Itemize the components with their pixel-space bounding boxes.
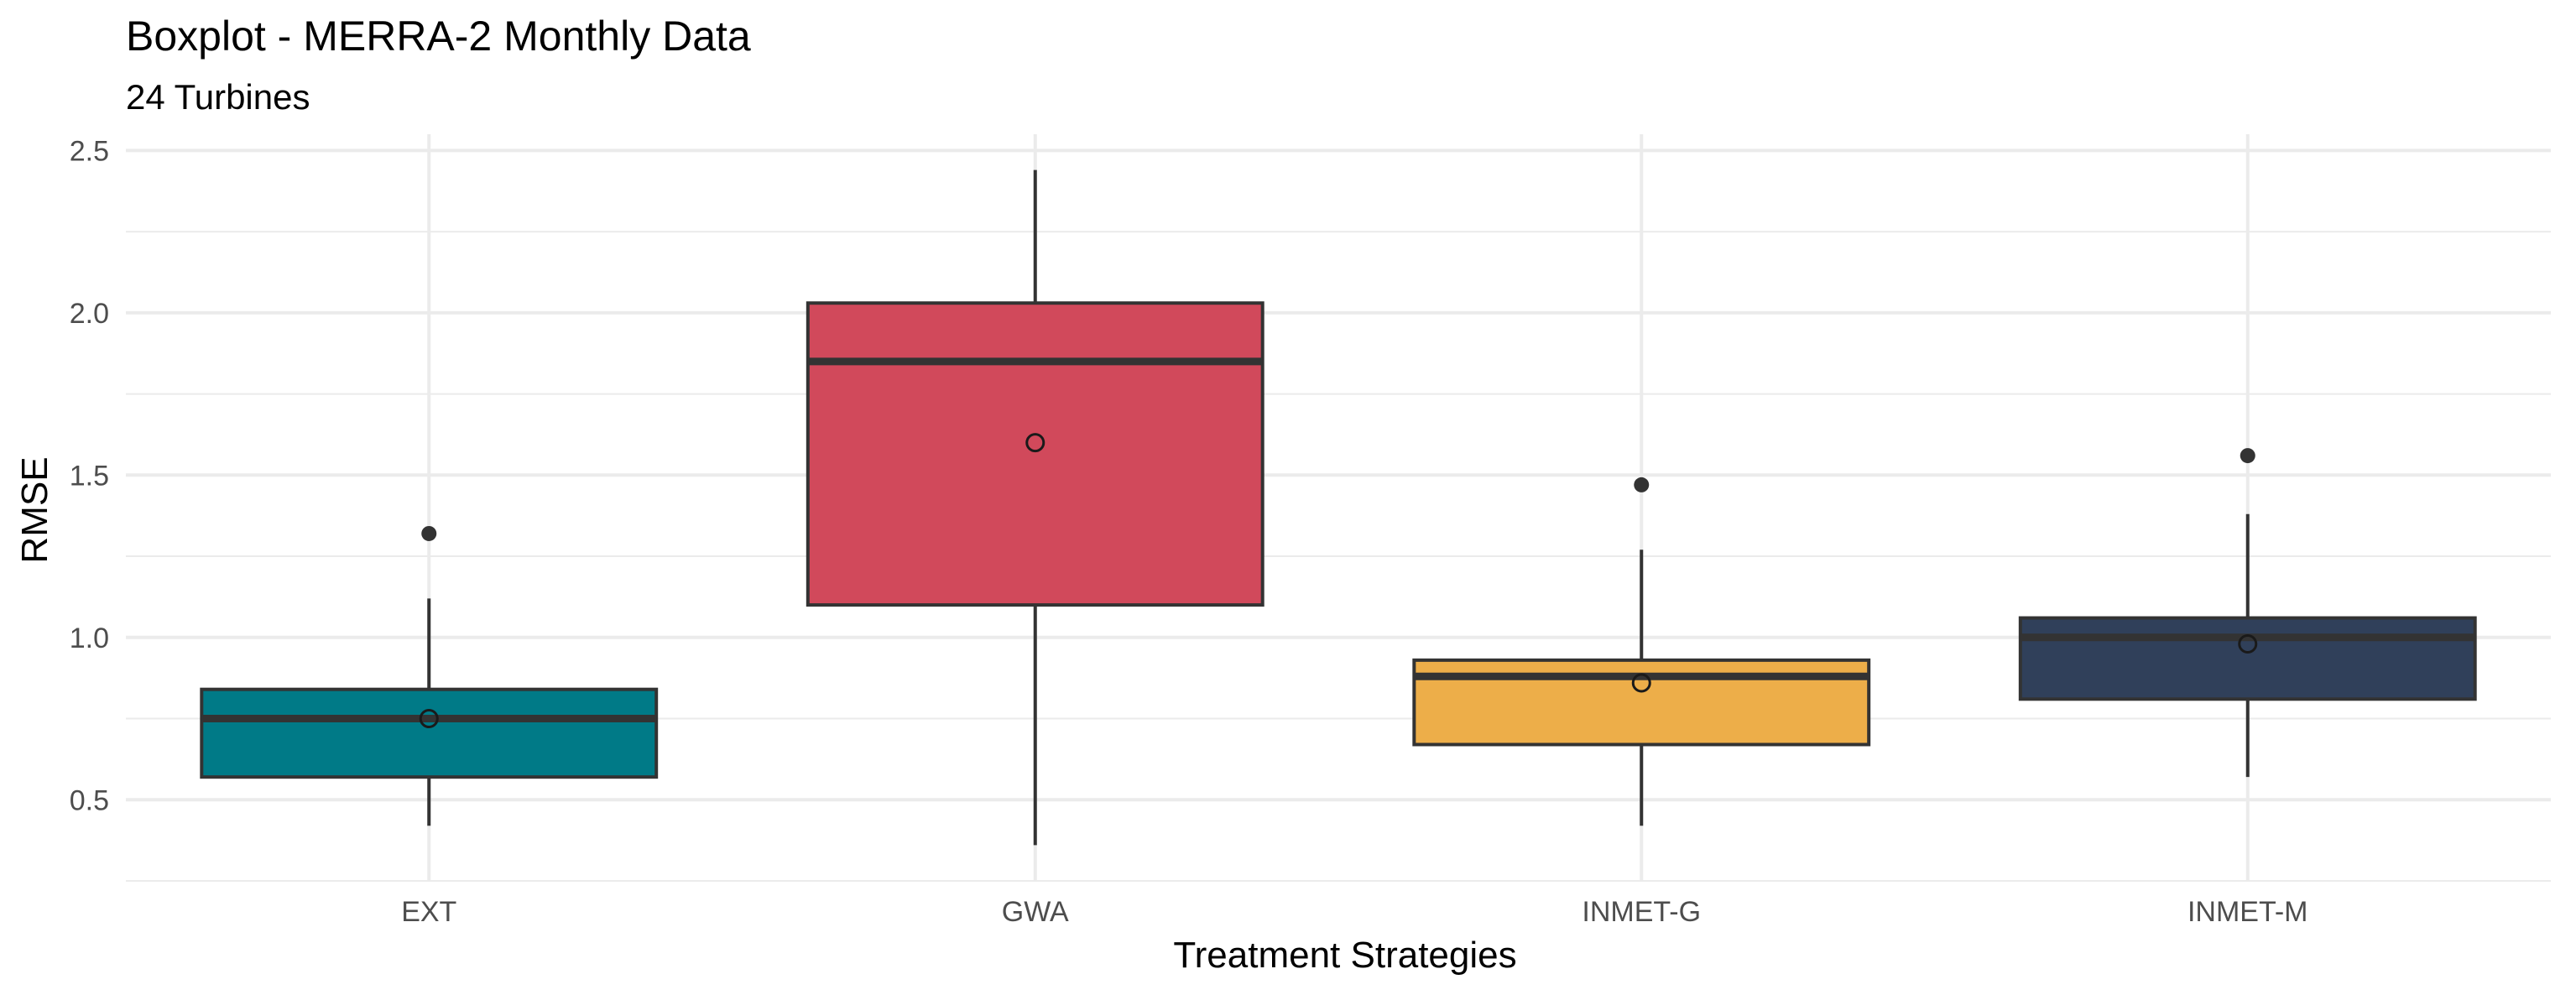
y-axis-title: RMSE [14,456,55,563]
iqr-box [200,687,659,779]
x-axis-title: Treatment Strategies [1173,935,1516,976]
x-tick-label: INMET-G [1582,896,1701,928]
chart-title: Boxplot - MERRA-2 Monthly Data [126,13,751,60]
mean-marker [2238,634,2258,654]
x-tick-label: EXT [401,896,456,928]
mean-marker [1025,433,1046,453]
y-tick-label: 1.0 [70,623,109,654]
outlier-point [1634,477,1650,492]
tick-labels: 0.5 1.0 1.5 2.0 2.5 EXT GWA INMET-G INMET-M [70,135,2308,928]
y-tick-label: 2.5 [70,135,109,167]
y-tick-label: 1.5 [70,460,109,492]
outlier-point [421,525,437,541]
y-tick-label: 0.5 [70,784,109,816]
iqr-box [2018,616,2477,701]
box-gwa [806,169,1265,846]
box-inmet-m [2018,448,2477,778]
outlier-point [2240,448,2255,464]
box-inmet-g [1412,477,1871,826]
box-ext [200,525,659,826]
boxes [200,169,2477,846]
mean-marker [419,709,439,729]
iqr-box [806,301,1265,607]
x-tick-label: INMET-M [2188,896,2308,928]
chart-subtitle: 24 Turbines [126,77,310,117]
mean-marker [1631,673,1651,693]
x-tick-label: GWA [1002,896,1069,928]
y-tick-label: 2.0 [70,298,109,330]
